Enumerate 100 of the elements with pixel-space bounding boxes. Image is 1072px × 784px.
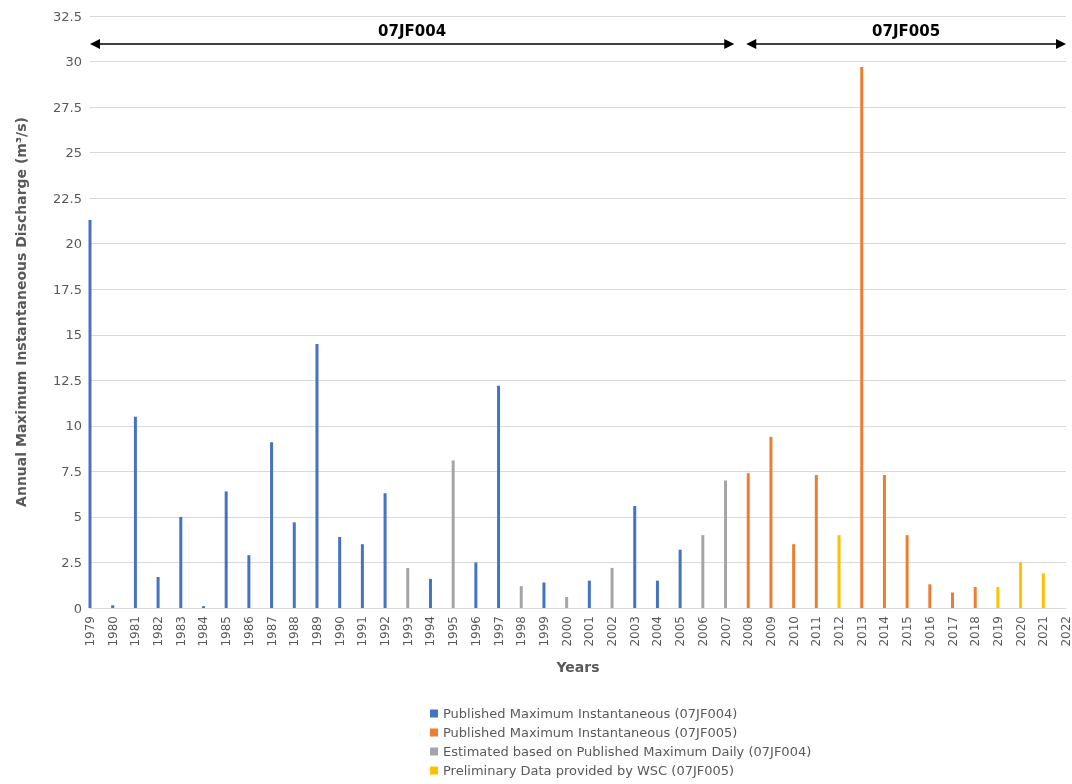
y-tick-label: 2.5: [61, 554, 82, 570]
bar: [565, 597, 569, 608]
x-tick-label: 1999: [536, 616, 551, 647]
bar: [179, 516, 183, 608]
bar: [610, 567, 614, 608]
x-tick-label: 2016: [922, 616, 937, 647]
x-tick-label: 1981: [128, 616, 143, 647]
y-tick-label: 17.5: [53, 281, 82, 297]
x-tick-label: 1985: [219, 616, 234, 647]
bar: [837, 535, 841, 608]
legend-label: Preliminary Data provided by WSC (07JF005): [443, 763, 735, 778]
legend-label: Published Maximum Instantaneous (07JF005): [443, 725, 738, 740]
x-tick-label: 1986: [241, 616, 256, 647]
x-tick-label: 2001: [582, 616, 597, 647]
bar: [951, 592, 955, 608]
x-axis-title: Years: [555, 659, 600, 675]
x-tick-label: 1992: [378, 616, 393, 647]
x-tick-label: 2021: [1036, 616, 1051, 647]
x-tick-label: 2020: [1013, 616, 1028, 647]
x-tick-label: 1987: [264, 616, 279, 647]
bar: [292, 522, 296, 608]
bar: [428, 578, 432, 608]
y-tick-label: 0: [73, 600, 82, 616]
x-tick-label: 1980: [105, 616, 120, 647]
x-tick-label: 2022: [1059, 616, 1072, 647]
bar: [542, 582, 546, 608]
y-tick-label: 12.5: [53, 372, 82, 388]
bar: [769, 436, 773, 608]
bar: [338, 536, 342, 608]
x-tick-label: 1994: [423, 616, 438, 647]
bar: [383, 493, 387, 608]
bar: [519, 586, 523, 608]
annotation: 07JF005: [872, 22, 941, 40]
x-tick-label: 2004: [650, 616, 665, 647]
x-tick-label: 2013: [854, 616, 869, 647]
x-tick-label: 2008: [741, 616, 756, 647]
x-tick-label: 1990: [332, 616, 347, 647]
legend-label: Published Maximum Instantaneous (07JF004): [443, 706, 738, 721]
x-tick-label: 2010: [786, 616, 801, 647]
x-tick-label: 2000: [559, 616, 574, 647]
x-tick-label: 2007: [718, 616, 733, 647]
x-tick-label: 2006: [695, 616, 710, 647]
bar: [996, 587, 1000, 608]
x-tick-label: 2015: [900, 616, 915, 647]
bar: [814, 475, 818, 608]
x-tick-label: 1993: [400, 616, 415, 647]
bar: [474, 562, 478, 608]
y-tick-label: 20: [65, 236, 82, 252]
y-tick-label: 15: [65, 327, 82, 343]
bar: [270, 442, 274, 608]
y-tick-label: 5: [73, 509, 82, 525]
bar: [655, 580, 659, 608]
bar: [633, 505, 637, 608]
x-tick-label: 2009: [763, 616, 778, 647]
y-tick-label: 7.5: [61, 463, 82, 479]
bar: [156, 577, 160, 608]
y-tick-label: 30: [65, 54, 82, 70]
x-tick-label: 2019: [990, 616, 1005, 647]
bar: [360, 544, 364, 608]
x-tick-label: 2018: [968, 616, 983, 647]
bar: [497, 385, 501, 608]
legend-label: Estimated based on Published Maximum Daily (07JF004): [443, 744, 812, 759]
bar: [451, 460, 455, 608]
annotation: 07JF004: [378, 22, 447, 40]
bar: [247, 555, 251, 608]
bar: [406, 567, 410, 608]
x-tick-label: 1991: [355, 616, 370, 647]
x-tick-label: 1988: [287, 616, 302, 647]
bar: [678, 549, 682, 608]
x-tick-label: 1984: [196, 616, 211, 647]
bar: [860, 67, 864, 608]
x-tick-label: 2014: [877, 616, 892, 647]
bar: [905, 535, 909, 608]
bar: [1019, 562, 1023, 608]
x-tick-label: 2011: [809, 616, 824, 647]
y-axis-title: Annual Maximum Instantaneous Discharge (m³/s): [13, 117, 29, 507]
x-tick-label: 1989: [309, 616, 324, 647]
bar: [133, 416, 137, 608]
bar: [882, 475, 886, 608]
bar: [701, 535, 705, 608]
x-tick-label: 1995: [446, 616, 461, 647]
y-tick-label: 27.5: [53, 99, 82, 115]
x-tick-label: 2003: [627, 616, 642, 647]
x-tick-label: 1979: [83, 616, 97, 647]
bar: [1041, 573, 1045, 608]
bar: [724, 480, 728, 608]
bar: [973, 587, 977, 608]
y-tick-label: 25: [65, 145, 82, 161]
x-tick-label: 2017: [945, 616, 960, 647]
x-tick-label: 1998: [514, 616, 529, 647]
y-tick-label: 10: [65, 418, 82, 434]
bar: [587, 580, 591, 608]
y-tick-label: 32.5: [53, 8, 82, 24]
bar: [746, 473, 750, 608]
x-tick-label: 1996: [468, 616, 483, 647]
x-tick-label: 1982: [151, 616, 166, 647]
bar: [928, 584, 932, 608]
y-tick-label: 22.5: [53, 190, 82, 206]
x-tick-label: 2002: [605, 616, 620, 647]
bar: [792, 544, 796, 608]
